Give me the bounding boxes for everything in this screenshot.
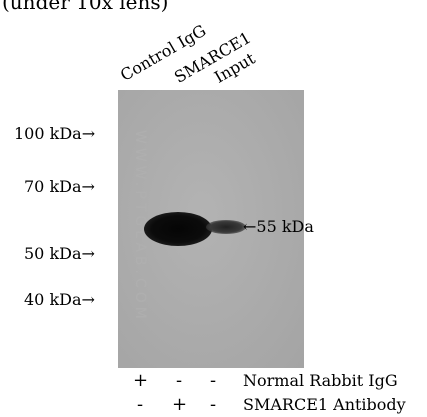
marker-50kda: 50 kDa→	[24, 245, 95, 263]
band-size-label: ←55 kDa	[243, 217, 314, 236]
marker-arrow-icon: →	[81, 177, 95, 196]
row-label: Normal Rabbit IgG	[243, 371, 398, 390]
marker-label: 40 kDa	[24, 290, 82, 309]
marker-label: 100 kDa	[14, 124, 82, 143]
marker-40kda: 40 kDa→	[24, 291, 95, 309]
row-label: SMARCE1 Antibody	[243, 395, 406, 414]
sign-lane-2: -	[175, 370, 183, 391]
sign-lane-3: -	[209, 394, 217, 415]
sign-lane-1: +	[133, 370, 149, 391]
marker-arrow-icon: →	[81, 244, 95, 263]
condition-row-normal-rabbit-igg: + - - Normal Rabbit IgG	[0, 372, 427, 392]
watermark: WWW.PTGLAB.COM	[132, 130, 148, 323]
sign-lane-1: -	[136, 394, 144, 415]
marker-label: 70 kDa	[24, 177, 82, 196]
band-smarce1-ip	[144, 212, 212, 246]
band-input	[206, 220, 246, 234]
marker-arrow-icon: →	[81, 290, 95, 309]
blot-membrane: WWW.PTGLAB.COM	[118, 90, 304, 368]
marker-arrow-icon: →	[81, 124, 96, 143]
marker-100kda: 100 kDa→	[14, 125, 95, 143]
marker-70kda: 70 kDa→	[24, 178, 95, 196]
condition-row-smarce1-antibody: - + - SMARCE1 Antibody	[0, 396, 427, 416]
sign-lane-3: -	[209, 370, 217, 391]
marker-label: 50 kDa	[24, 244, 82, 263]
sign-lane-2: +	[172, 394, 188, 415]
figure-caption: (under 10x lens)	[2, 0, 169, 14]
